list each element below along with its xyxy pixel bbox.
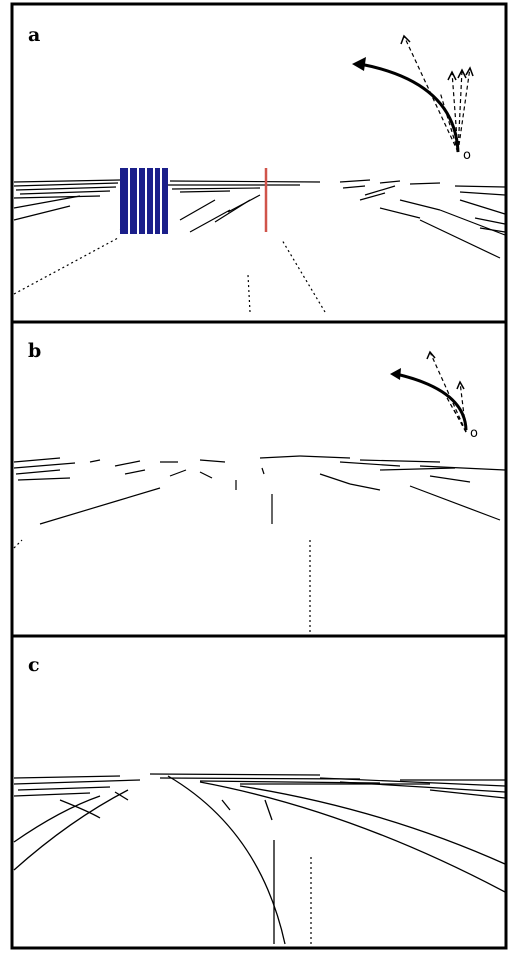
panel-a-origin-label: o (463, 148, 471, 163)
panel-a (14, 36, 505, 312)
panel-a-heading-indicator (352, 36, 473, 152)
panel-b-heading-indicator (390, 352, 466, 432)
panel-c-road-edges (14, 776, 505, 944)
panel-b-road-edges (40, 468, 500, 524)
panel-a-label: a (28, 24, 41, 46)
panel-b-label: b (28, 340, 42, 362)
panel-a-dotted-edges (14, 213, 325, 312)
figure-border (10, 2, 508, 950)
panel-a-road-edges (14, 186, 505, 258)
panel-c (14, 774, 505, 944)
panel-b (14, 352, 505, 632)
panel-a-horizon-edges (14, 180, 505, 198)
panel-a-blue-cluster (120, 168, 168, 234)
panel-c-horizon-edges (14, 774, 505, 798)
panel-b-dotted-edges (14, 540, 310, 632)
panel-b-origin-label: o (470, 426, 478, 441)
panel-c-label: c (28, 654, 40, 676)
panel-b-horizon-edges (14, 456, 505, 480)
